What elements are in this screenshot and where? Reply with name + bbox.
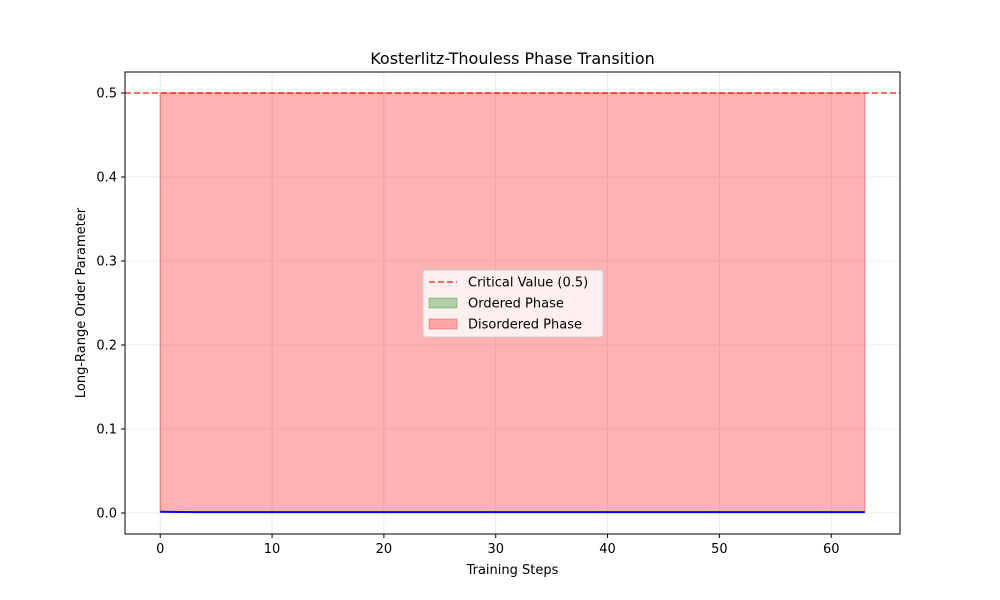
x-tick-label: 60 [823, 542, 840, 557]
y-axis-label: Long-Range Order Parameter [74, 207, 89, 398]
legend-patch-swatch [428, 318, 458, 330]
x-tick-label: 30 [487, 542, 504, 557]
series-lines [125, 92, 900, 514]
y-tick-label: 0.3 [96, 255, 117, 270]
legend: Critical Value (0.5) Ordered Phase Disorde… [422, 269, 604, 338]
legend-entry-label: Critical Value (0.5) [468, 276, 588, 291]
x-tick-label: 50 [711, 542, 728, 557]
x-axis-ticks: 0 10 20 30 40 50 60 [156, 534, 839, 557]
y-tick-label: 0.0 [96, 507, 117, 522]
plot-frame [124, 71, 901, 535]
x-tick-label: 0 [156, 542, 164, 557]
chart-title: Kosterlitz-Thouless Phase Transition [370, 49, 655, 68]
legend-entry-label: Disordered Phase [468, 318, 582, 333]
x-tick-label: 20 [376, 542, 393, 557]
x-axis-label: Training Steps [466, 563, 559, 578]
legend-entry-label: Ordered Phase [468, 297, 564, 312]
legend-box [422, 269, 604, 338]
legend-patch-swatch [428, 297, 458, 309]
y-tick-label: 0.4 [96, 171, 117, 186]
x-tick-label: 10 [264, 542, 281, 557]
x-tick-label: 40 [599, 542, 616, 557]
y-tick-label: 0.5 [96, 87, 117, 102]
y-tick-label: 0.2 [96, 339, 117, 354]
y-axis-ticks: 0.0 0.1 0.2 0.3 0.4 0.5 [96, 87, 125, 522]
y-tick-label: 0.1 [96, 423, 117, 438]
